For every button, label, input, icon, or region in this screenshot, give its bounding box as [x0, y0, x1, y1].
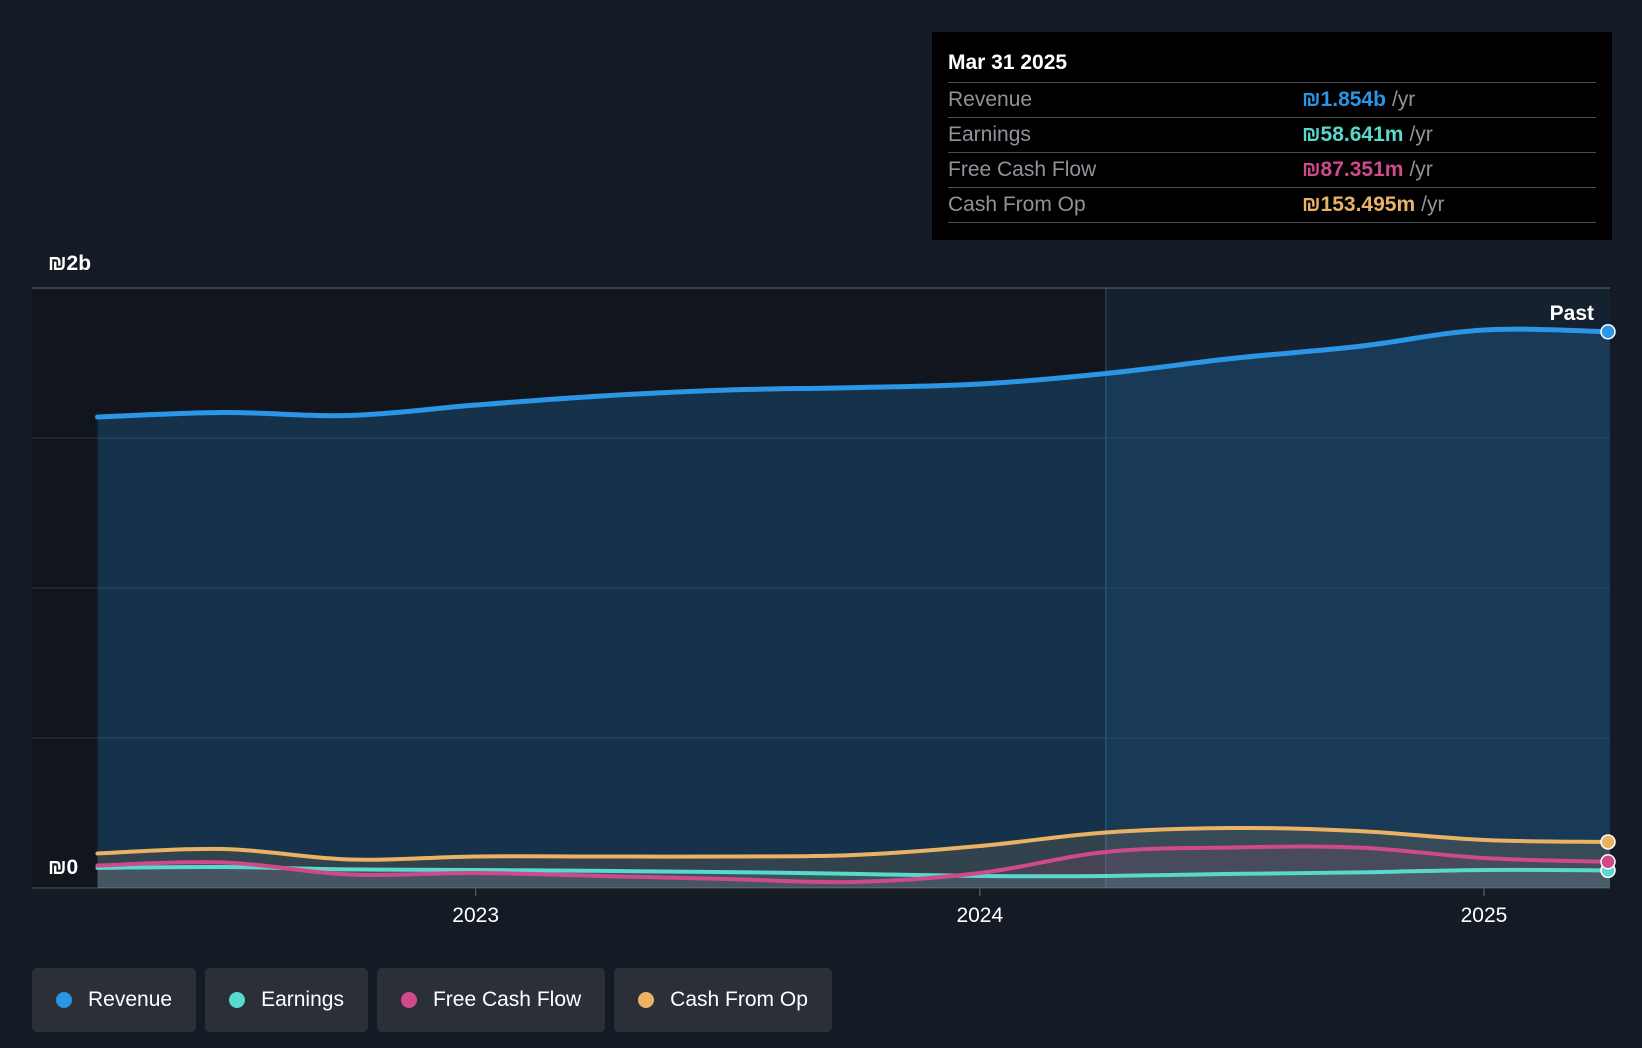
legend-label: Revenue [88, 988, 173, 1011]
series-lines [95, 326, 1613, 885]
series-end-dot-revenue [1600, 324, 1616, 340]
tooltip-value: ₪87.351m [1302, 158, 1404, 181]
tooltip-row-free-cash-flow: Free Cash Flow ₪87.351m /yr [948, 153, 1596, 188]
y-tick-label: ₪0 [48, 856, 78, 879]
series-line-free-cash-flow [95, 844, 1612, 885]
x-tick-label: 2025 [1461, 904, 1508, 927]
past-label: Past [1550, 302, 1594, 325]
legend-dot-icon [229, 992, 246, 1008]
y-tick-label: ₪2b [48, 252, 91, 275]
tooltip-value: ₪153.495m [1302, 193, 1416, 216]
tooltip-unit: /yr [1409, 158, 1433, 181]
legend-item-free-cash-flow[interactable]: Free Cash Flow [376, 968, 606, 1032]
series-end-dot-free-cash-flow [1600, 854, 1616, 870]
tooltip-unit: /yr [1421, 193, 1445, 216]
series-end-dot-cash-from-op [1600, 834, 1616, 850]
tooltip: Mar 31 2025 Revenue ₪1.854b /yr Earnings… [932, 32, 1612, 240]
tooltip-value: ₪1.854b [1302, 88, 1386, 111]
tooltip-row-earnings: Earnings ₪58.641m /yr [948, 118, 1596, 153]
tooltip-row-revenue: Revenue ₪1.854b /yr [948, 83, 1596, 118]
series-line-revenue [95, 326, 1613, 420]
series-line-cash-from-op [95, 825, 1612, 862]
series-line-earnings [95, 864, 1612, 879]
tooltip-row-cash-from-op: Cash From Op ₪153.495m /yr [948, 188, 1596, 223]
axes: ₪2b ₪0 2023 2024 2025 [48, 252, 1507, 927]
x-tick-label: 2023 [452, 904, 499, 927]
legend-item-earnings[interactable]: Earnings [205, 968, 368, 1032]
legend-label: Earnings [261, 988, 344, 1011]
legend-label: Free Cash Flow [432, 988, 582, 1011]
tooltip-label: Free Cash Flow [948, 158, 1097, 181]
legend-item-revenue[interactable]: Revenue [32, 968, 197, 1032]
legend-dot-icon [400, 992, 417, 1008]
x-tick-label: 2024 [956, 904, 1003, 927]
tooltip-label: Revenue [948, 88, 1033, 111]
series-end-dots [1600, 324, 1616, 879]
tooltip-label: Cash From Op [948, 193, 1086, 216]
series-area-free-cash-flow [97, 846, 1610, 888]
legend-dot-icon [56, 992, 72, 1008]
legend-item-cash-from-op[interactable]: Cash From Op [614, 968, 832, 1032]
legend-dot-icon [638, 992, 655, 1008]
tooltip-unit: /yr [1391, 88, 1416, 111]
tooltip-label: Earnings [948, 123, 1031, 146]
legend: Revenue Earnings Free Cash Flow Cash Fro… [32, 968, 841, 1032]
tooltip-value: ₪58.641m [1302, 123, 1404, 146]
gridlines [32, 287, 1610, 889]
series-area-revenue [97, 329, 1610, 888]
tooltip-unit: /yr [1409, 123, 1433, 146]
legend-label: Cash From Op [670, 988, 808, 1011]
tooltip-date: Mar 31 2025 [948, 46, 1596, 83]
